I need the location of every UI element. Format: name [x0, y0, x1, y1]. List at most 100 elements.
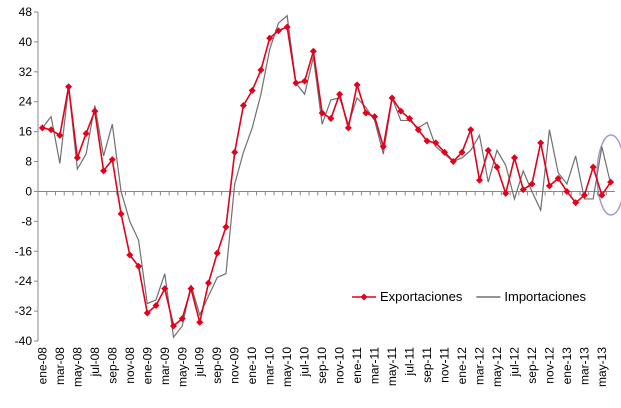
point: [100, 167, 108, 175]
point: [274, 27, 282, 35]
point: [196, 318, 204, 326]
point: [353, 81, 361, 89]
point: [266, 34, 274, 42]
point: [117, 210, 125, 218]
point: [82, 130, 90, 138]
point: [563, 187, 571, 195]
point: [213, 249, 221, 257]
point: [449, 158, 457, 166]
point: [239, 101, 247, 109]
x-tick-label: ene-09: [140, 347, 154, 385]
y-tick-label: -32: [15, 304, 33, 318]
point: [327, 115, 335, 123]
x-tick-label: jul-09: [193, 347, 207, 378]
point: [301, 77, 309, 85]
point: [283, 23, 291, 31]
point: [607, 178, 615, 186]
x-tick-label: mar-11: [368, 347, 382, 384]
x-tick-label: mar-08: [53, 347, 67, 385]
point: [336, 90, 344, 98]
point: [379, 143, 387, 151]
point: [493, 163, 501, 171]
x-tick-label: mar-10: [263, 347, 277, 385]
x-tick-label: mar-12: [472, 347, 486, 385]
x-tick-label: ene-10: [245, 347, 259, 385]
point: [292, 79, 300, 87]
point: [73, 154, 81, 162]
point: [537, 139, 545, 147]
x-tick-label: nov-09: [228, 347, 242, 384]
point: [362, 109, 370, 117]
point: [580, 191, 588, 199]
point: [178, 315, 186, 323]
y-tick-label: 32: [19, 65, 33, 79]
x-tick-label: jul-12: [507, 347, 521, 378]
point: [519, 186, 527, 194]
x-tick-label: nov-08: [123, 347, 137, 384]
x-tick-label: may-11: [385, 347, 399, 386]
point: [371, 113, 379, 121]
x-tick-label: sep-09: [210, 347, 224, 384]
y-tick-label: -40: [15, 334, 33, 348]
y-tick-label: -24: [15, 274, 33, 288]
point: [528, 180, 536, 188]
point: [388, 94, 396, 102]
point: [187, 285, 195, 293]
x-tick-label: sep-10: [315, 347, 329, 384]
y-tick-label: 16: [19, 125, 33, 139]
x-tick-label: nov-12: [542, 347, 556, 384]
x-tick-label: sep-12: [525, 347, 539, 384]
point: [344, 124, 352, 132]
point: [414, 126, 422, 134]
point: [432, 139, 440, 147]
point: [170, 322, 178, 330]
y-tick-label: 40: [19, 35, 33, 49]
x-tick-label: ene-11: [350, 347, 364, 384]
y-tick-label: -8: [21, 214, 32, 228]
point: [222, 223, 230, 231]
x-tick-label: may-10: [280, 347, 294, 387]
point: [65, 83, 73, 91]
point: [554, 174, 562, 182]
point: [510, 154, 518, 162]
point: [309, 47, 317, 55]
point: [406, 115, 414, 123]
point: [231, 148, 239, 156]
x-tick-label: may-09: [175, 347, 189, 387]
point: [56, 131, 64, 139]
y-tick-label: -16: [15, 244, 33, 258]
point: [204, 279, 212, 287]
point: [257, 66, 265, 74]
legend-label: Exportaciones: [380, 289, 463, 304]
x-tick-label: sep-08: [105, 347, 119, 384]
point: [545, 182, 553, 190]
point: [467, 126, 475, 134]
y-tick-label: 8: [25, 155, 32, 169]
point: [126, 251, 134, 259]
y-tick-label: 48: [19, 5, 33, 19]
point: [38, 124, 46, 132]
x-tick-label: nov-11: [438, 347, 452, 383]
point: [108, 156, 116, 164]
point: [458, 148, 466, 156]
x-tick-label: nov-10: [333, 347, 347, 384]
point: [143, 309, 151, 317]
x-tick-label: may-08: [70, 347, 84, 387]
y-tick-label: 0: [25, 184, 32, 198]
x-tick-label: ene-13: [560, 347, 574, 385]
point: [589, 163, 597, 171]
x-tick-label: jul-10: [298, 347, 312, 378]
legend-label: Importaciones: [504, 289, 586, 304]
x-tick-label: mar-09: [158, 347, 172, 385]
point: [502, 189, 510, 197]
point: [441, 148, 449, 156]
legend-marker: [360, 293, 368, 301]
point: [318, 109, 326, 117]
point: [598, 191, 606, 199]
x-tick-label: may-12: [490, 347, 504, 387]
point: [572, 199, 580, 207]
point: [484, 146, 492, 154]
point: [47, 126, 55, 134]
x-tick-label: jul-11: [403, 347, 417, 377]
